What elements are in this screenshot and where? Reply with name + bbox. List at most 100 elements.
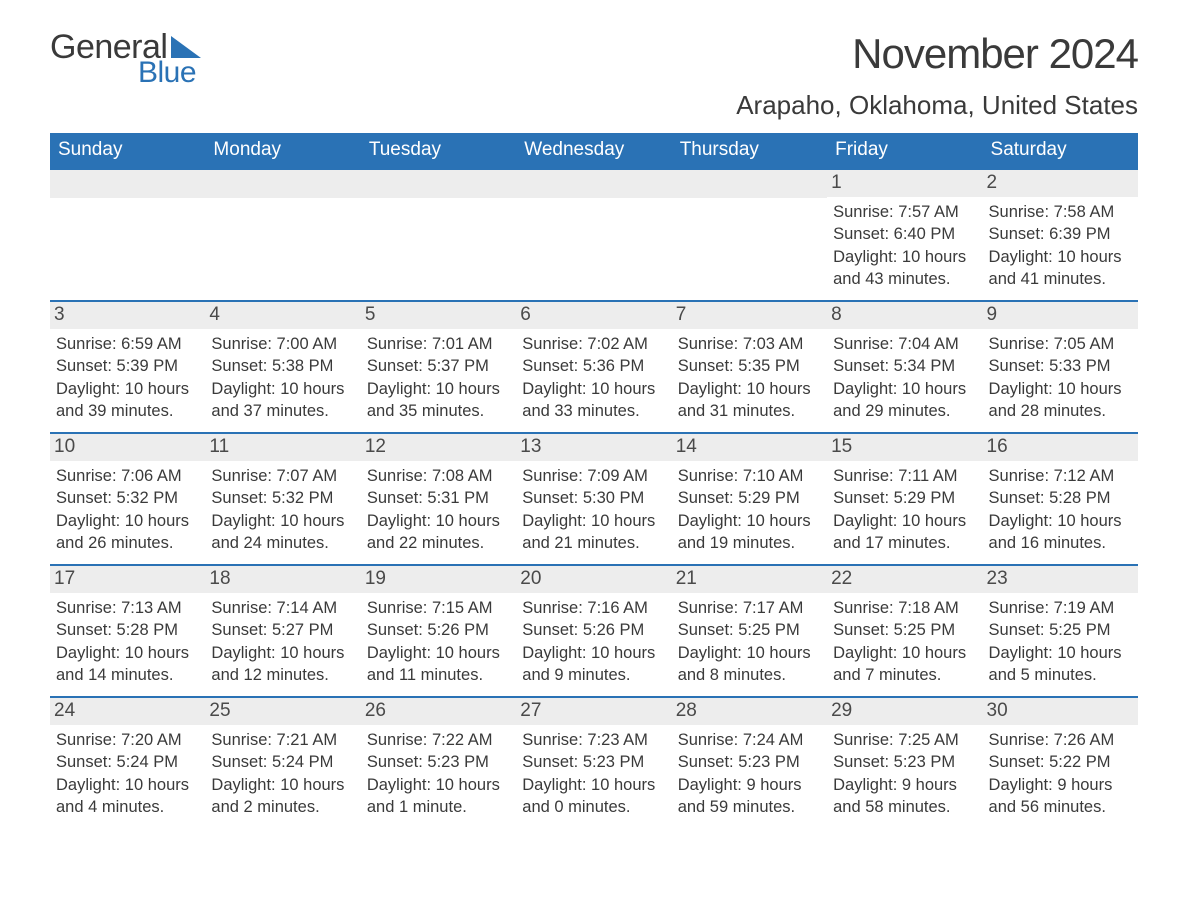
- day-number: 29: [827, 698, 982, 725]
- sunrise-line-label: Sunrise:: [989, 203, 1054, 221]
- sunset-line-value: 5:25 PM: [894, 621, 955, 639]
- day-header: Sunday: [50, 133, 205, 168]
- sunset-line: Sunset: 5:25 PM: [678, 619, 821, 641]
- sunrise-line-value: 7:26 AM: [1054, 731, 1115, 749]
- day-number: 6: [516, 302, 671, 329]
- daylight-line: Daylight: 10 hours and 0 minutes.: [522, 774, 665, 819]
- sunset-line: Sunset: 5:34 PM: [833, 355, 976, 377]
- day-cell: 17Sunrise: 7:13 AMSunset: 5:28 PMDayligh…: [50, 566, 205, 696]
- sunset-line-value: 5:38 PM: [272, 357, 333, 375]
- day-number-empty: [205, 170, 360, 198]
- day-body: Sunrise: 7:23 AMSunset: 5:23 PMDaylight:…: [522, 729, 665, 818]
- sunrise-line: Sunrise: 6:59 AM: [56, 333, 199, 355]
- sunrise-line-label: Sunrise:: [367, 335, 432, 353]
- location: Arapaho, Oklahoma, United States: [736, 90, 1138, 121]
- sunrise-line-label: Sunrise:: [989, 335, 1054, 353]
- sunrise-line: Sunrise: 7:15 AM: [367, 597, 510, 619]
- sunset-line: Sunset: 5:26 PM: [522, 619, 665, 641]
- sunrise-line-label: Sunrise:: [211, 335, 276, 353]
- sunrise-line: Sunrise: 7:26 AM: [989, 729, 1132, 751]
- sunrise-line-label: Sunrise:: [833, 599, 898, 617]
- day-body: Sunrise: 7:26 AMSunset: 5:22 PMDaylight:…: [989, 729, 1132, 818]
- sunrise-line: Sunrise: 7:04 AM: [833, 333, 976, 355]
- sunset-line-label: Sunset:: [367, 357, 428, 375]
- sunrise-line-label: Sunrise:: [211, 467, 276, 485]
- week-row: 3Sunrise: 6:59 AMSunset: 5:39 PMDaylight…: [50, 300, 1138, 432]
- day-cell: 1Sunrise: 7:57 AMSunset: 6:40 PMDaylight…: [827, 170, 982, 300]
- sunrise-line-label: Sunrise:: [989, 599, 1054, 617]
- daylight-line: Daylight: 10 hours and 11 minutes.: [367, 642, 510, 687]
- sunset-line-value: 5:25 PM: [1049, 621, 1110, 639]
- sunset-line-label: Sunset:: [211, 753, 272, 771]
- daylight-line-label: Daylight:: [56, 776, 125, 794]
- sunset-line-value: 5:23 PM: [427, 753, 488, 771]
- sunset-line-value: 5:24 PM: [272, 753, 333, 771]
- sunrise-line: Sunrise: 7:05 AM: [989, 333, 1132, 355]
- day-number: 2: [983, 170, 1138, 197]
- sunset-line: Sunset: 5:24 PM: [56, 751, 199, 773]
- day-number: 15: [827, 434, 982, 461]
- sunrise-line-label: Sunrise:: [678, 731, 743, 749]
- sunrise-line-value: 7:03 AM: [743, 335, 804, 353]
- sunrise-line-label: Sunrise:: [989, 731, 1054, 749]
- sunset-line-label: Sunset:: [678, 489, 739, 507]
- day-number: 11: [205, 434, 360, 461]
- sunrise-line-value: 7:00 AM: [277, 335, 338, 353]
- sunset-line-label: Sunset:: [211, 357, 272, 375]
- day-cell: 18Sunrise: 7:14 AMSunset: 5:27 PMDayligh…: [205, 566, 360, 696]
- daylight-line-label: Daylight:: [367, 644, 436, 662]
- sunrise-line: Sunrise: 7:06 AM: [56, 465, 199, 487]
- sunrise-line-value: 7:12 AM: [1054, 467, 1115, 485]
- day-header: Thursday: [672, 133, 827, 168]
- sunset-line-label: Sunset:: [56, 489, 117, 507]
- sunrise-line-label: Sunrise:: [367, 731, 432, 749]
- sunrise-line: Sunrise: 7:24 AM: [678, 729, 821, 751]
- week-row: 17Sunrise: 7:13 AMSunset: 5:28 PMDayligh…: [50, 564, 1138, 696]
- daylight-line: Daylight: 10 hours and 37 minutes.: [211, 378, 354, 423]
- sunrise-line: Sunrise: 7:10 AM: [678, 465, 821, 487]
- month-title: November 2024: [736, 30, 1138, 78]
- daylight-line-label: Daylight:: [678, 380, 747, 398]
- sunset-line: Sunset: 5:37 PM: [367, 355, 510, 377]
- day-header: Friday: [827, 133, 982, 168]
- day-cell: 4Sunrise: 7:00 AMSunset: 5:38 PMDaylight…: [205, 302, 360, 432]
- sunset-line-label: Sunset:: [833, 489, 894, 507]
- day-number-empty: [361, 170, 516, 198]
- sunset-line-value: 5:29 PM: [738, 489, 799, 507]
- day-number: 16: [983, 434, 1138, 461]
- daylight-line: Daylight: 9 hours and 59 minutes.: [678, 774, 821, 819]
- sunrise-line-label: Sunrise:: [522, 467, 587, 485]
- sunrise-line-label: Sunrise:: [522, 335, 587, 353]
- day-cell: 2 Sunrise: 7:58 AMSunset: 6:39 PMDaylight…: [983, 170, 1138, 300]
- day-number: 12: [361, 434, 516, 461]
- sunset-line-label: Sunset:: [367, 753, 428, 771]
- daylight-line: Daylight: 10 hours and 26 minutes.: [56, 510, 199, 555]
- sunrise-line-value: 7:13 AM: [121, 599, 182, 617]
- daylight-line-label: Daylight:: [833, 512, 902, 530]
- day-number: 10: [50, 434, 205, 461]
- day-cell: 11Sunrise: 7:07 AMSunset: 5:32 PMDayligh…: [205, 434, 360, 564]
- logo-word2: Blue: [138, 58, 201, 88]
- sunrise-line: Sunrise: 7:09 AM: [522, 465, 665, 487]
- day-cell: [672, 170, 827, 300]
- daylight-line: Daylight: 10 hours and 16 minutes.: [989, 510, 1132, 555]
- sunrise-line-value: 7:06 AM: [121, 467, 182, 485]
- sunset-line-value: 5:34 PM: [894, 357, 955, 375]
- sunset-line-label: Sunset:: [989, 225, 1050, 243]
- sunset-line-value: 6:40 PM: [894, 225, 955, 243]
- day-header: Saturday: [983, 133, 1138, 168]
- sunset-line: Sunset: 5:39 PM: [56, 355, 199, 377]
- day-number: 13: [516, 434, 671, 461]
- sunrise-line-label: Sunrise:: [833, 203, 898, 221]
- day-number: 23: [983, 566, 1138, 593]
- sunrise-line: Sunrise: 7:08 AM: [367, 465, 510, 487]
- day-number: 5: [361, 302, 516, 329]
- sunset-line-value: 5:28 PM: [117, 621, 178, 639]
- day-body: Sunrise: 7:58 AMSunset: 6:39 PMDaylight:…: [989, 201, 1132, 290]
- day-cell: [361, 170, 516, 300]
- sunrise-line: Sunrise: 7:16 AM: [522, 597, 665, 619]
- day-cell: 5Sunrise: 7:01 AMSunset: 5:37 PMDaylight…: [361, 302, 516, 432]
- sunrise-line-label: Sunrise:: [522, 731, 587, 749]
- week-row: 10Sunrise: 7:06 AMSunset: 5:32 PMDayligh…: [50, 432, 1138, 564]
- day-body: Sunrise: 7:25 AMSunset: 5:23 PMDaylight:…: [833, 729, 976, 818]
